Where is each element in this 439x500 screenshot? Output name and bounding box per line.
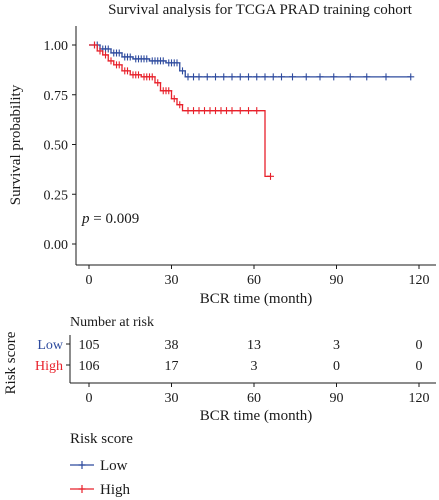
legend-items: Low High: [70, 458, 131, 498]
x-tick-label: 60: [247, 273, 261, 288]
censor-mark-low: [159, 57, 167, 65]
censor-mark-high: [165, 87, 173, 95]
censor-mark-low: [228, 73, 236, 81]
censor-mark-low: [173, 59, 181, 67]
censor-mark-high: [154, 79, 162, 87]
censor-mark-low: [407, 73, 415, 81]
x-tick-label: 90: [330, 273, 344, 288]
censor-mark-low: [382, 73, 390, 81]
censor-mark-high: [115, 61, 123, 69]
censor-mark-high: [267, 172, 274, 180]
risk-cell: 3: [333, 338, 340, 353]
censor-mark-low: [253, 73, 261, 81]
y-tick-label: 0.25: [44, 188, 69, 203]
censor-mark-low: [179, 67, 186, 75]
y-tick-label: 0.00: [44, 238, 69, 253]
risk-x-tick-label: 60: [247, 391, 261, 406]
x-tick-label: 120: [409, 273, 430, 288]
risk-table: Number at risk Risk score BCR time (mont…: [3, 315, 436, 424]
y-tick-label: 0.50: [44, 139, 69, 154]
censor-mark-high: [176, 101, 184, 109]
censor-mark-low: [220, 73, 228, 81]
censor-mark-low: [363, 73, 371, 81]
risk-cell: 3: [251, 359, 258, 374]
risk-row-label-low: Low: [37, 338, 64, 353]
legend-label-low: Low: [100, 458, 128, 474]
censor-mark-high: [228, 107, 236, 115]
censor-mark-low: [236, 73, 244, 81]
km-plot-area: Survival probability BCR time (month) p …: [8, 26, 436, 307]
censor-mark-high: [91, 41, 98, 49]
risk-x-tick-label: 120: [409, 391, 430, 406]
km-plot-marks: 0.00 0.25 0.50 0.75 1.00 0 30 60 90 120: [44, 26, 436, 288]
risk-table-x-label: BCR time (month): [200, 408, 313, 424]
risk-x-tick-label: 30: [165, 391, 179, 406]
risk-table-y-label: Risk score: [3, 331, 19, 394]
censor-mark-low: [245, 73, 252, 81]
censor-mark-low: [212, 73, 219, 81]
p-value-label: p = 0.009: [81, 211, 139, 227]
legend-title: Risk score: [70, 431, 133, 447]
censor-mark-low: [195, 73, 203, 81]
risk-cell: 0: [333, 359, 340, 374]
censor-mark-high: [107, 57, 115, 65]
censor-mark-low: [269, 73, 277, 81]
risk-cell: 106: [79, 359, 100, 374]
risk-x-tick-label: 0: [86, 391, 93, 406]
censor-mark-high: [135, 71, 142, 79]
censor-mark-high: [102, 51, 109, 59]
censor-mark-high: [170, 95, 178, 103]
risk-table-title: Number at risk: [70, 315, 154, 330]
censor-mark-low: [330, 73, 338, 81]
risk-cell: 13: [247, 338, 261, 353]
risk-cell: 17: [165, 359, 179, 374]
p-value-symbol: p: [81, 211, 90, 227]
survival-curve-low: [89, 44, 411, 78]
censor-mark-high: [96, 47, 104, 55]
legend-censor-high: [78, 485, 86, 493]
p-value-text: = 0.009: [90, 211, 140, 227]
y-tick-label: 0.75: [44, 89, 69, 104]
x-tick-label: 30: [165, 273, 179, 288]
risk-row-label-high: High: [35, 359, 63, 374]
censor-mark-low: [126, 53, 134, 61]
censor-mark-low: [261, 73, 269, 81]
censor-mark-high: [148, 73, 156, 81]
censor-mark-high: [245, 107, 252, 115]
censor-mark-low: [289, 73, 296, 81]
chart-title: Survival analysis for TCGA PRAD training…: [108, 2, 413, 18]
legend-censor-low: [78, 461, 86, 469]
censor-mark-high: [236, 107, 244, 115]
censor-mark-low: [316, 73, 324, 81]
x-axis-label: BCR time (month): [200, 291, 313, 307]
censor-mark-low: [104, 45, 112, 53]
y-tick-label: 1.00: [44, 39, 69, 54]
censor-mark-high: [124, 67, 131, 75]
risk-x-tick-label: 90: [330, 391, 344, 406]
censor-mark-low: [203, 73, 211, 81]
legend: Risk score Low High: [70, 431, 133, 498]
x-tick-label: 0: [86, 273, 93, 288]
censor-mark-low: [143, 55, 151, 63]
risk-cell: 0: [416, 359, 423, 374]
censor-mark-low: [278, 73, 285, 81]
censor-mark-low: [115, 49, 123, 57]
risk-cell: 38: [165, 338, 179, 353]
censor-mark-low: [346, 73, 354, 81]
censor-mark-high: [253, 107, 261, 115]
y-axis-label: Survival probability: [8, 84, 24, 205]
legend-label-high: High: [100, 482, 131, 498]
risk-cell: 0: [416, 338, 423, 353]
censor-mark-low: [302, 73, 310, 81]
risk-cell: 105: [79, 338, 100, 353]
